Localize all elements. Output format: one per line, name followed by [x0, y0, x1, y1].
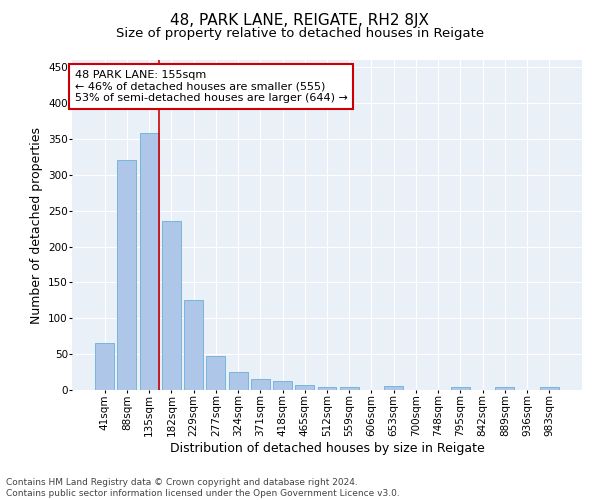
Bar	[162, 222, 181, 390]
Bar	[384, 386, 403, 390]
Bar	[140, 133, 158, 390]
Bar	[206, 356, 225, 390]
Bar	[229, 372, 248, 390]
Bar	[273, 382, 292, 390]
Bar	[451, 387, 470, 390]
Bar	[540, 387, 559, 390]
Text: 48, PARK LANE, REIGATE, RH2 8JX: 48, PARK LANE, REIGATE, RH2 8JX	[170, 12, 430, 28]
Y-axis label: Number of detached properties: Number of detached properties	[29, 126, 43, 324]
Bar	[496, 387, 514, 390]
X-axis label: Distribution of detached houses by size in Reigate: Distribution of detached houses by size …	[170, 442, 484, 455]
Bar	[95, 344, 114, 390]
Bar	[118, 160, 136, 390]
Text: Size of property relative to detached houses in Reigate: Size of property relative to detached ho…	[116, 28, 484, 40]
Bar	[340, 387, 359, 390]
Bar	[317, 387, 337, 390]
Bar	[184, 300, 203, 390]
Text: Contains HM Land Registry data © Crown copyright and database right 2024.
Contai: Contains HM Land Registry data © Crown c…	[6, 478, 400, 498]
Bar	[251, 379, 270, 390]
Bar	[295, 385, 314, 390]
Text: 48 PARK LANE: 155sqm
← 46% of detached houses are smaller (555)
53% of semi-deta: 48 PARK LANE: 155sqm ← 46% of detached h…	[74, 70, 347, 103]
